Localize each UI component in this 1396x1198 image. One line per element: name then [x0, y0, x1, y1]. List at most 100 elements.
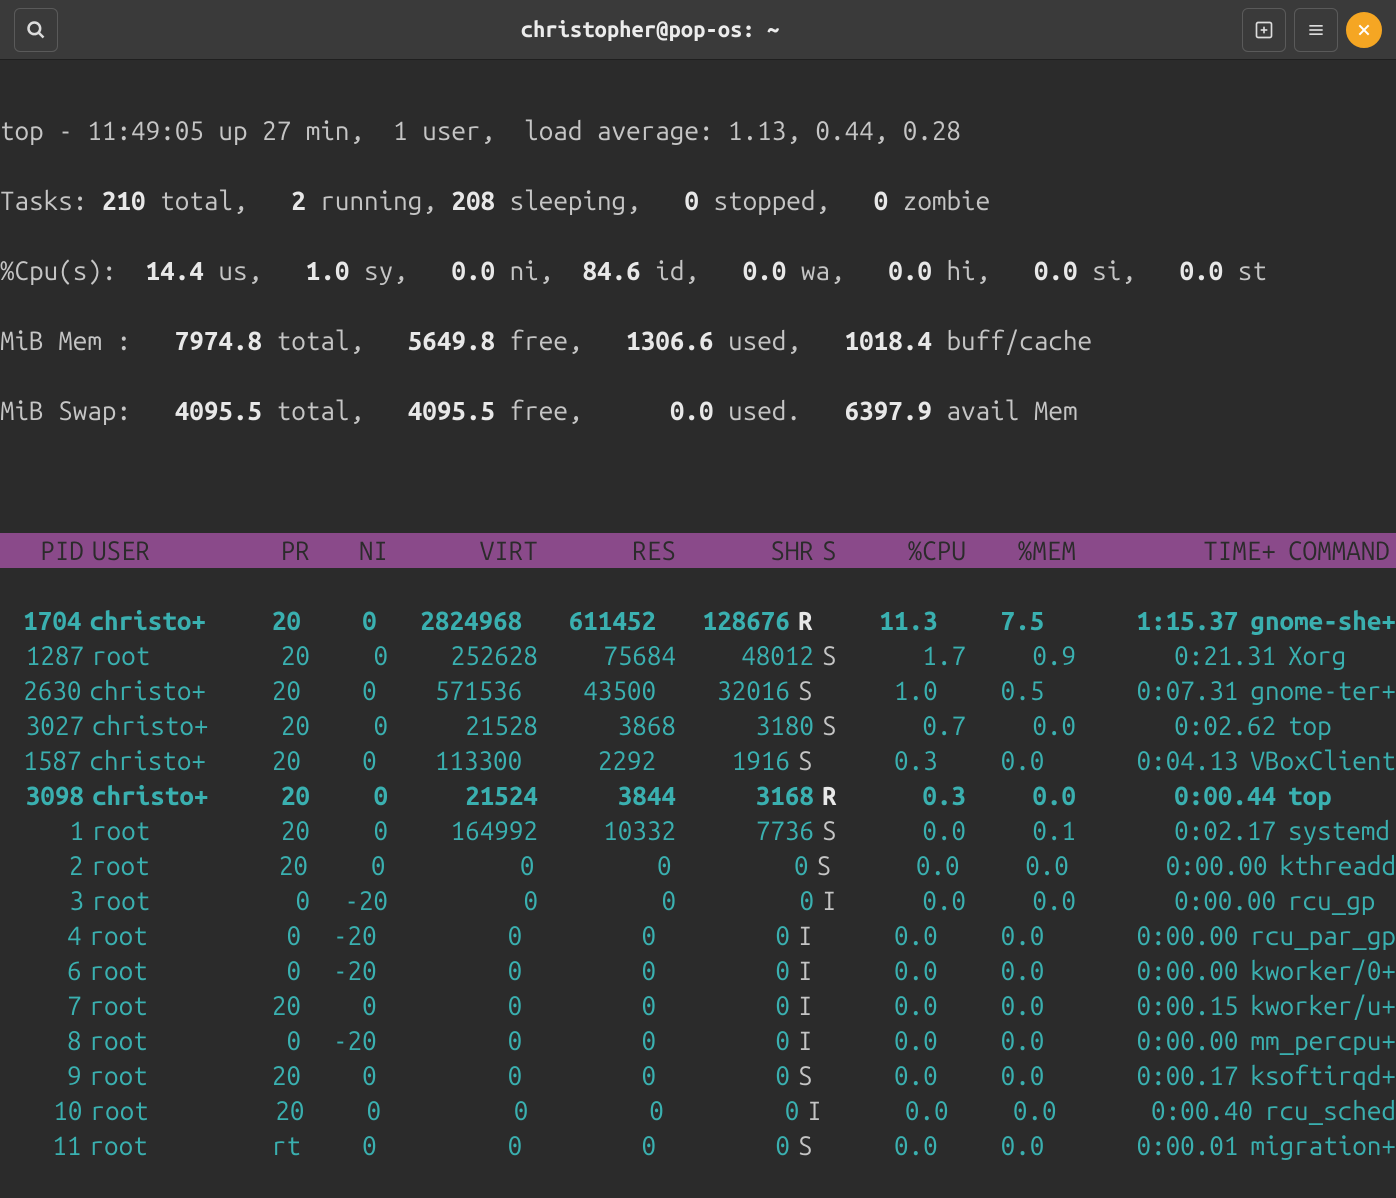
cell-virt: 2824968 [377, 603, 523, 638]
cell-user: root [92, 638, 244, 673]
cell-user: root [90, 1093, 239, 1128]
hamburger-icon [1306, 20, 1326, 40]
process-table-body: 1704christo+2002824968611452128676R11.37… [0, 603, 1396, 1163]
cell-time: 0:00.00 [1044, 918, 1238, 953]
cell-cmd: migration+ [1238, 1128, 1396, 1163]
cell-s: R [814, 778, 856, 813]
summary-line-uptime: top - 11:49:05 up 27 min, 1 user, load a… [0, 113, 1396, 148]
cell-mem: 0.0 [938, 743, 1045, 778]
cell-s: S [814, 708, 856, 743]
cell-shr: 0 [676, 883, 814, 918]
cell-cmd: rcu_gp [1276, 883, 1396, 918]
cell-mem: 0.0 [966, 708, 1076, 743]
cell-cpu: 0.0 [856, 813, 966, 848]
cell-s: I [799, 1093, 840, 1128]
cell-pid: 11 [0, 1128, 90, 1163]
search-button[interactable] [14, 8, 58, 52]
cell-ni: 0 [310, 778, 388, 813]
cell-s: S [790, 743, 831, 778]
cell-cpu: 0.0 [831, 918, 938, 953]
cell-time: 0:07.31 [1044, 673, 1238, 708]
cell-virt: 113300 [377, 743, 523, 778]
cell-cpu: 0.7 [856, 708, 966, 743]
cell-cmd: top [1276, 778, 1396, 813]
cell-cmd: kthreadd [1268, 848, 1396, 883]
cell-virt: 0 [377, 1128, 523, 1163]
cell-user: root [92, 883, 244, 918]
process-table-header: PID USER PR NI VIRT RES SHR S %CPU %MEM … [0, 533, 1396, 568]
cell-ni: 0 [301, 988, 377, 1023]
cell-cmd: top [1276, 708, 1396, 743]
cell-virt: 0 [377, 1023, 523, 1058]
search-icon [26, 20, 46, 40]
cell-mem: 0.0 [938, 1128, 1045, 1163]
cell-cmd: VBoxClient [1238, 743, 1396, 778]
cell-cpu: 1.0 [831, 673, 938, 708]
cell-res: 0 [538, 883, 676, 918]
process-row: 6root0-20000I0.00.00:00.00kworker/0+ [0, 953, 1396, 988]
process-row: 8root0-20000I0.00.00:00.00mm_percpu+ [0, 1023, 1396, 1058]
process-row: 1287root2002526287568448012S1.70.90:21.3… [0, 638, 1396, 673]
cell-pr: 20 [237, 603, 301, 638]
cell-cpu: 11.3 [831, 603, 938, 638]
cell-cpu: 0.0 [841, 1093, 949, 1128]
cell-mem: 0.0 [966, 778, 1076, 813]
summary-line-mem: MiB Mem : 7974.8 total, 5649.8 free, 130… [0, 323, 1396, 358]
cell-mem: 0.0 [960, 848, 1069, 883]
cell-shr: 0 [656, 953, 790, 988]
col-header-ni: NI [310, 533, 388, 568]
cell-s: I [790, 988, 831, 1023]
cell-pid: 3 [0, 883, 92, 918]
cell-ni: 0 [308, 848, 385, 883]
cell-s: S [814, 638, 856, 673]
cell-virt: 0 [388, 883, 538, 918]
new-tab-icon [1254, 20, 1274, 40]
cell-time: 0:00.00 [1069, 848, 1268, 883]
process-row: 4root0-20000I0.00.00:00.00rcu_par_gp [0, 918, 1396, 953]
window-title: christopher@pop-os: ~ [62, 17, 1238, 42]
terminal-output[interactable]: top - 11:49:05 up 27 min, 1 user, load a… [0, 60, 1396, 1198]
cell-time: 1:15.37 [1044, 603, 1238, 638]
cell-s: S [814, 813, 856, 848]
cell-s: I [790, 918, 831, 953]
close-button[interactable] [1346, 12, 1382, 48]
cell-shr: 0 [656, 1128, 790, 1163]
cell-virt: 0 [377, 918, 523, 953]
cell-cpu: 0.0 [831, 1023, 938, 1058]
cell-cpu: 0.0 [850, 848, 959, 883]
cell-s: S [790, 1058, 831, 1093]
cell-pr: 20 [244, 708, 310, 743]
cell-user: christo+ [92, 708, 244, 743]
cell-shr: 128676 [656, 603, 790, 638]
process-row: 1704christo+2002824968611452128676R11.37… [0, 603, 1396, 638]
cell-virt: 0 [385, 848, 534, 883]
cell-virt: 0 [377, 1058, 523, 1093]
menu-button[interactable] [1294, 8, 1338, 52]
cell-cpu: 1.7 [856, 638, 966, 673]
cell-cpu: 0.3 [831, 743, 938, 778]
cell-time: 0:04.13 [1044, 743, 1238, 778]
cell-shr: 48012 [676, 638, 814, 673]
cell-virt: 252628 [388, 638, 538, 673]
cell-cmd: ksoftirqd+ [1238, 1058, 1396, 1093]
cell-ni: -20 [301, 918, 377, 953]
cell-shr: 1916 [656, 743, 790, 778]
cell-mem: 7.5 [938, 603, 1045, 638]
cell-pr: 20 [244, 638, 310, 673]
cell-mem: 0.0 [949, 1093, 1057, 1128]
cell-user: christo+ [92, 778, 244, 813]
cell-ni: 0 [301, 673, 377, 708]
col-header-s: S [814, 533, 856, 568]
cell-cmd: rcu_sched [1253, 1093, 1396, 1128]
cell-cmd: kworker/0+ [1238, 953, 1396, 988]
cell-res: 611452 [522, 603, 656, 638]
cell-cmd: rcu_par_gp [1238, 918, 1396, 953]
new-tab-button[interactable] [1242, 8, 1286, 52]
cell-cpu: 0.0 [831, 988, 938, 1023]
summary-line-tasks: Tasks: 210 total, 2 running, 208 sleepin… [0, 183, 1396, 218]
cell-pid: 3098 [0, 778, 92, 813]
cell-mem: 0.0 [938, 1023, 1045, 1058]
cell-pid: 3027 [0, 708, 92, 743]
cell-pid: 9 [0, 1058, 90, 1093]
summary-line-swap: MiB Swap: 4095.5 total, 4095.5 free, 0.0… [0, 393, 1396, 428]
